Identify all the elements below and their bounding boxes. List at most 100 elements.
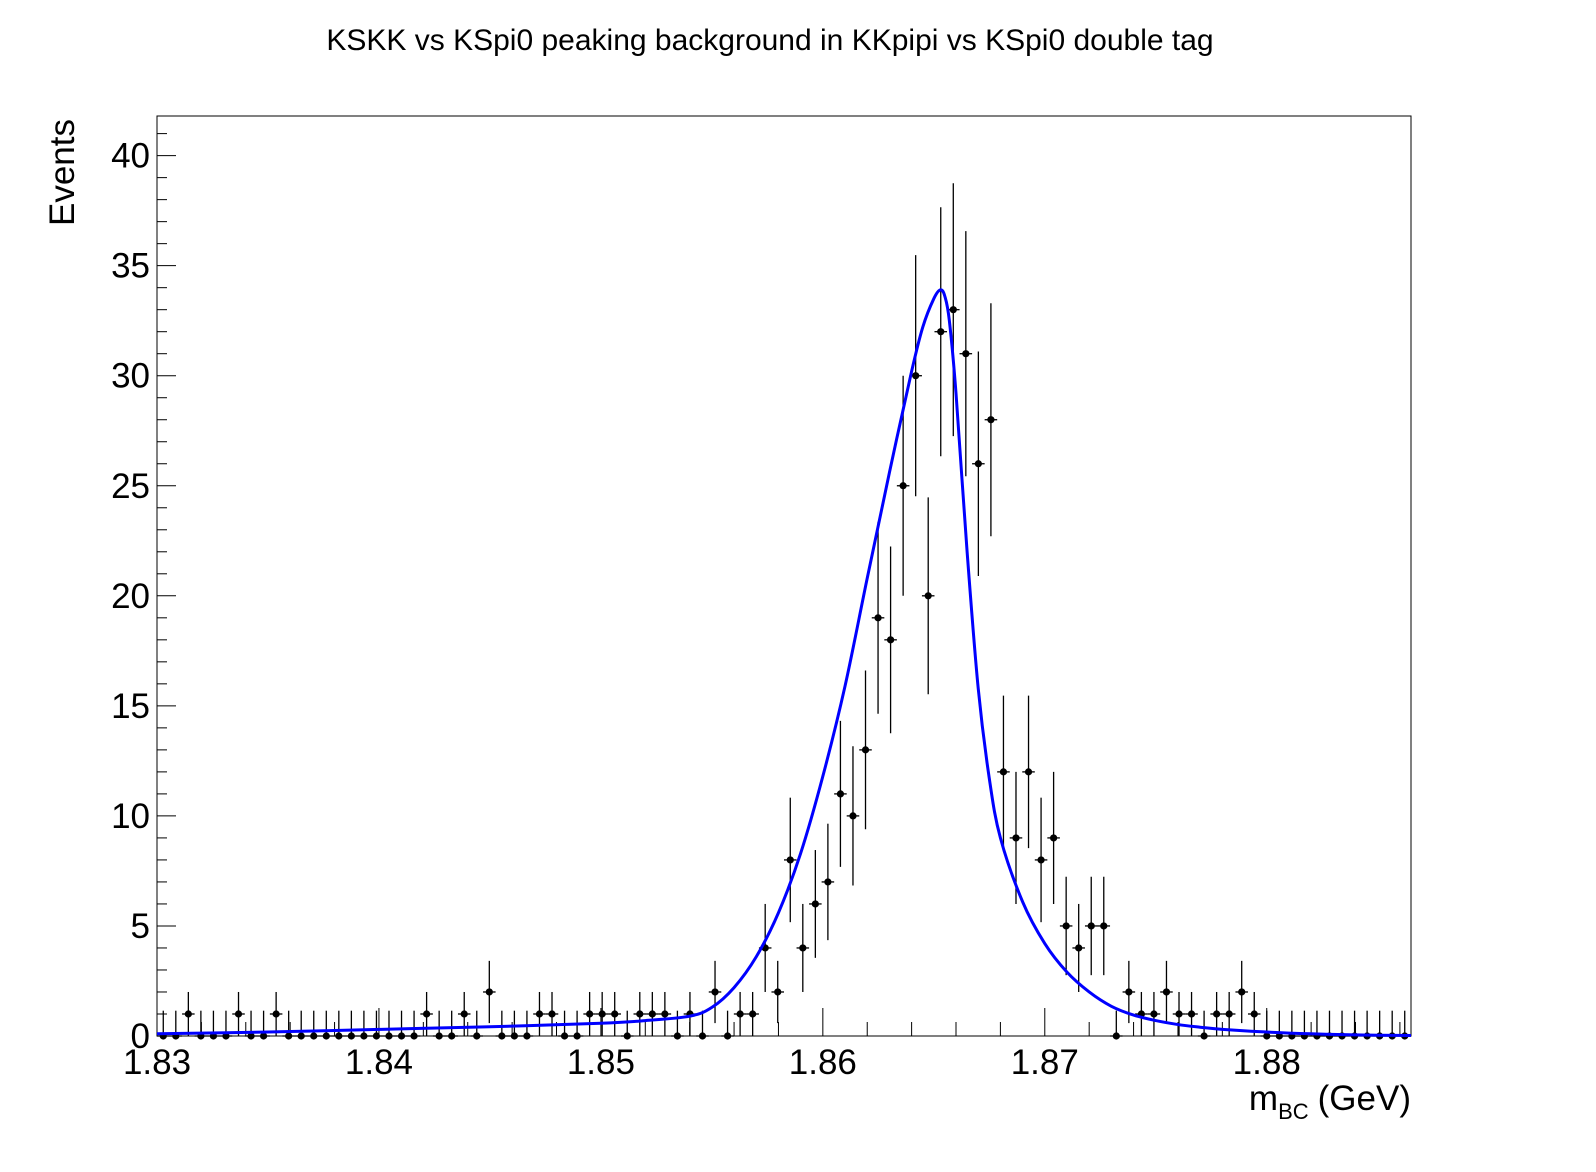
point-marker — [1150, 1010, 1158, 1018]
data-point — [1084, 876, 1098, 976]
point-marker — [259, 1032, 268, 1040]
point-marker — [774, 988, 782, 996]
point-marker — [448, 1032, 456, 1040]
data-points — [157, 183, 1411, 1040]
point-marker — [560, 1032, 569, 1040]
point-marker — [1200, 1032, 1208, 1040]
x-tick-label: 1.83 — [123, 1043, 191, 1082]
point-marker — [749, 1010, 757, 1018]
data-point — [959, 231, 973, 477]
data-point — [269, 991, 283, 1036]
x-tick-label: 1.86 — [789, 1043, 857, 1082]
point-marker — [1100, 922, 1108, 930]
data-point — [432, 1010, 446, 1040]
data-point — [357, 1010, 371, 1040]
data-point — [1273, 1010, 1286, 1040]
data-point — [658, 991, 672, 1036]
y-axis-label: Events — [43, 119, 82, 226]
data-point — [1047, 771, 1060, 904]
data-point — [445, 1010, 458, 1040]
x-axis-label-subscript: BC — [1278, 1099, 1309, 1124]
data-point — [934, 207, 948, 457]
point-marker — [1162, 988, 1171, 996]
data-point — [821, 823, 835, 941]
data-point — [483, 960, 496, 1024]
data-point — [871, 521, 885, 714]
point-marker — [297, 1032, 305, 1040]
y-tick-label: 25 — [111, 467, 150, 506]
point-marker — [736, 1010, 744, 1018]
point-marker — [586, 1010, 594, 1018]
y-tick-label: 30 — [111, 357, 150, 396]
point-marker — [824, 878, 832, 886]
point-marker — [1050, 834, 1058, 842]
point-marker — [1263, 1032, 1271, 1040]
point-marker — [849, 812, 857, 820]
y-tick-label: 10 — [111, 797, 150, 836]
data-point — [395, 1010, 408, 1040]
data-point — [182, 991, 195, 1036]
point-marker — [1225, 1010, 1233, 1018]
point-marker — [473, 1032, 481, 1040]
data-point — [1034, 797, 1048, 923]
data-point — [545, 991, 559, 1036]
point-marker — [598, 1010, 606, 1018]
point-marker — [385, 1032, 393, 1040]
data-point — [244, 1010, 258, 1040]
point-marker — [347, 1032, 355, 1040]
y-tick-label: 20 — [111, 577, 150, 616]
data-point — [1072, 903, 1085, 992]
point-marker — [372, 1032, 381, 1040]
point-marker — [723, 1032, 732, 1040]
point-marker — [786, 856, 794, 864]
data-point — [671, 1010, 684, 1040]
point-marker — [999, 768, 1008, 776]
data-point — [307, 1010, 321, 1040]
data-point — [921, 497, 935, 695]
data-point — [345, 1010, 358, 1040]
data-point — [1285, 1010, 1299, 1040]
point-marker — [974, 460, 982, 468]
point-marker — [799, 944, 807, 952]
point-marker — [498, 1032, 506, 1040]
data-point — [771, 960, 784, 1024]
point-marker — [636, 1010, 644, 1018]
point-marker — [1213, 1010, 1221, 1018]
data-point — [834, 720, 847, 867]
point-marker — [648, 1010, 656, 1018]
point-marker — [423, 1010, 431, 1018]
point-marker — [1012, 834, 1020, 842]
data-point — [1298, 1010, 1311, 1040]
data-point — [194, 1010, 208, 1040]
data-point — [595, 991, 609, 1036]
point-marker — [1087, 922, 1095, 930]
data-point — [1160, 960, 1173, 1024]
data-point — [696, 1010, 709, 1040]
data-point — [382, 1010, 396, 1040]
point-marker — [924, 592, 932, 600]
y-axis: 0 5 10 15 20 25 30 35 40 — [111, 133, 176, 1056]
x-axis: 1.83 1.84 1.85 1.86 1.87 1.88 — [123, 1008, 1401, 1082]
point-marker — [523, 1032, 531, 1040]
point-marker — [874, 614, 882, 622]
data-point — [1110, 1010, 1123, 1040]
data-point — [997, 695, 1010, 849]
data-point — [1185, 991, 1198, 1036]
point-marker — [322, 1032, 330, 1040]
point-marker — [184, 1010, 192, 1018]
data-point — [558, 1010, 571, 1040]
data-point — [608, 991, 621, 1036]
data-point — [407, 1010, 421, 1040]
x-tick-label: 1.87 — [1011, 1043, 1079, 1082]
fit-curve — [156, 288, 1412, 1038]
point-marker — [1175, 1010, 1183, 1018]
point-marker — [460, 1010, 468, 1018]
point-marker — [811, 900, 819, 908]
data-point — [533, 991, 546, 1036]
x-axis-label-main: m — [1249, 1079, 1278, 1118]
point-marker — [698, 1032, 707, 1040]
point-marker — [410, 1032, 418, 1040]
fit-curve-group — [156, 288, 1412, 1038]
data-point — [294, 1010, 308, 1040]
